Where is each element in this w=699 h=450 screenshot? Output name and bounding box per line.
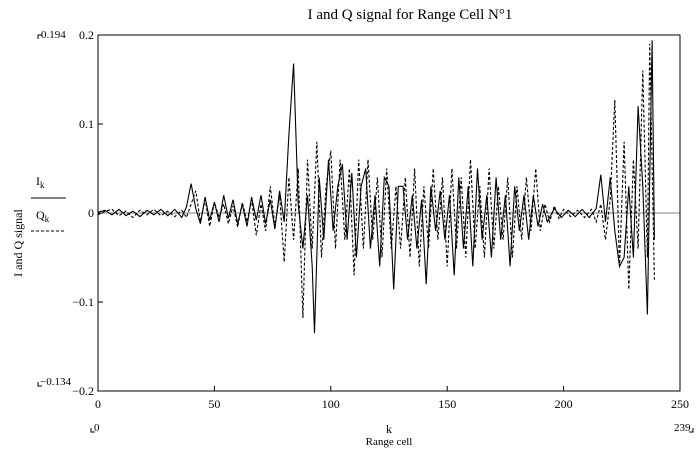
- series-lines: [97, 40, 655, 334]
- y-tick-label: −0.1: [72, 295, 94, 309]
- chart-title: I and Q signal for Range Cell N°1: [308, 7, 513, 23]
- svg-text:Ik: Ik: [36, 174, 45, 190]
- y-min-marker: −0.134: [40, 376, 71, 388]
- legend-sub-i: k: [40, 180, 45, 190]
- svg-text:Qk: Qk: [36, 208, 50, 224]
- x-axis-ticks: 0 50 100 150 200 250: [95, 386, 689, 411]
- range-markers: 0.194 −0.134 0 239: [37, 29, 694, 434]
- y-tick-label: 0: [88, 206, 94, 220]
- legend: Ik Qk: [31, 174, 66, 232]
- legend-entry-i: Ik: [31, 174, 66, 199]
- legend-label-i: I: [36, 174, 40, 188]
- legend-label-q: Q: [36, 208, 45, 222]
- plot-frame: [97, 34, 681, 392]
- x-tick-label: 100: [322, 397, 340, 411]
- y-axis-ticks: −0.2 −0.1 0 0.1 0.2: [72, 28, 103, 398]
- series-line-q: [97, 43, 655, 319]
- y-tick-label: 0.2: [79, 28, 94, 42]
- x-tick-label: 150: [438, 397, 456, 411]
- y-max-marker: 0.194: [41, 29, 66, 41]
- x-max-marker: 239: [674, 422, 691, 434]
- x-tick-label: 0: [95, 397, 101, 411]
- x-tick-label: 50: [208, 397, 220, 411]
- y-axis-label-text: I and Q signal: [11, 209, 25, 277]
- x-min-marker-bracket: [90, 428, 95, 433]
- x-max-marker-bracket: [689, 428, 694, 433]
- y-tick-label: 0.1: [79, 117, 94, 131]
- x-axis-label: k: [386, 422, 392, 436]
- y-axis-label: I and Q signal: [11, 209, 25, 277]
- x-min-marker: 0: [94, 422, 100, 434]
- x-axis-sublabel: Range cell: [366, 436, 413, 448]
- y-min-marker-bracket: [37, 382, 42, 387]
- legend-sub-q: k: [45, 214, 50, 224]
- x-tick-label: 250: [671, 397, 689, 411]
- x-tick-label: 200: [555, 397, 573, 411]
- y-max-marker-bracket: [37, 34, 42, 39]
- legend-entry-q: Qk: [31, 208, 66, 232]
- y-tick-label: −0.2: [72, 384, 94, 398]
- series-line-i: [97, 40, 655, 334]
